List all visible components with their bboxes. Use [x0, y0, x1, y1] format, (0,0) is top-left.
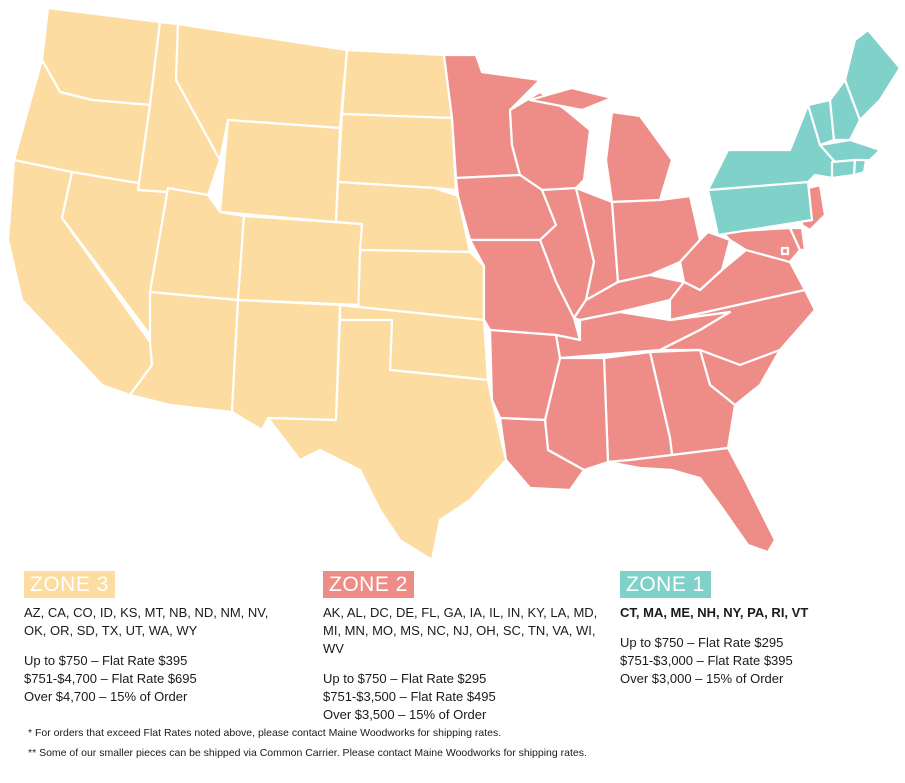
state-dc	[780, 246, 790, 256]
zone-1-badge: ZONE 1	[620, 571, 711, 598]
state-ma	[818, 138, 882, 164]
state-nm	[230, 298, 342, 432]
zone-1-region	[706, 28, 902, 237]
zone-2-rate: Up to $750 – Flat Rate $295	[323, 671, 487, 686]
state-ct	[830, 158, 857, 180]
footnote-flat-rates: * For orders that exceed Flat Rates note…	[28, 727, 502, 739]
zone-3-states: AZ, CA, CO, ID, KS, MT, NB, ND, NM, NV, …	[24, 605, 269, 638]
state-fl	[606, 446, 777, 554]
state-la	[498, 416, 586, 492]
zone-1-rate: $751-$3,000 – Flat Rate $395	[620, 653, 793, 668]
zone-3-badge: ZONE 3	[24, 571, 115, 598]
zone-2-states: AK, AL, DC, DE, FL, GA, IA, IL, IN, KY, …	[323, 605, 598, 656]
zone-2-region	[442, 53, 827, 554]
state-tx	[266, 318, 508, 562]
zone-1-info: ZONE 1 CT, MA, ME, NH, NY, PA, RI, VT Up…	[620, 571, 900, 688]
state-sd	[336, 112, 458, 192]
zone-2-rate: Over $3,500 – 15% of Order	[323, 707, 487, 722]
zone-2-info: ZONE 2 AK, AL, DC, DE, FL, GA, IA, IL, I…	[323, 571, 603, 724]
state-me	[843, 28, 902, 122]
state-ri	[852, 158, 868, 177]
zone-1-states: CT, MA, ME, NH, NY, PA, RI, VT	[620, 605, 809, 620]
zone-3-rate: Up to $750 – Flat Rate $395	[24, 653, 188, 668]
footnote-common-carrier: ** Some of our smaller pieces can be shi…	[28, 747, 587, 759]
zone-3-region	[6, 6, 508, 562]
state-de	[788, 226, 807, 252]
state-nh	[828, 78, 862, 142]
zone-3-rate: Over $4,700 – 15% of Order	[24, 689, 188, 704]
zone-2-badge: ZONE 2	[323, 571, 414, 598]
zone-3-info: ZONE 3 AZ, CA, CO, ID, KS, MT, NB, ND, N…	[24, 571, 294, 706]
zone-1-rate: Over $3,000 – 15% of Order	[620, 671, 784, 686]
zone-2-rate: $751-$3,500 – Flat Rate $495	[323, 689, 496, 704]
us-shipping-zone-map	[6, 6, 902, 562]
zone-3-rate: $751-$4,700 – Flat Rate $695	[24, 671, 197, 686]
zone-1-rate: Up to $750 – Flat Rate $295	[620, 635, 784, 650]
state-wy	[218, 118, 342, 224]
state-co	[236, 214, 364, 307]
state-nd	[340, 48, 454, 120]
